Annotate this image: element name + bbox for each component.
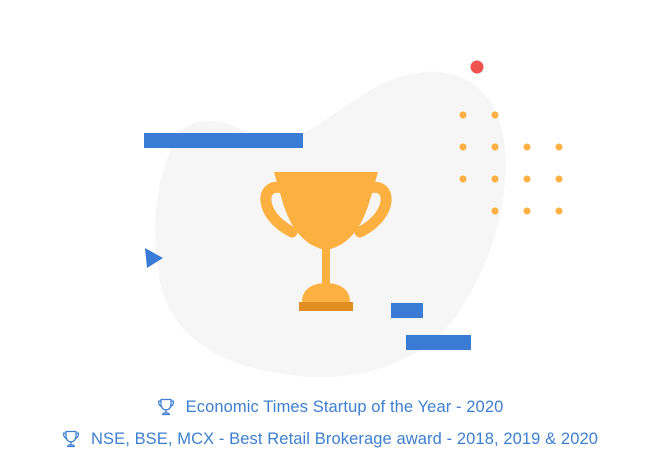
award-text: Economic Times Startup of the Year - 202… bbox=[185, 397, 504, 416]
award-item: Economic Times Startup of the Year - 202… bbox=[0, 394, 659, 420]
trophy-icon bbox=[260, 172, 392, 311]
award-item: NSE, BSE, MCX - Best Retail Brokerage aw… bbox=[0, 426, 659, 452]
blue-bar-small bbox=[391, 303, 423, 318]
dot-grid bbox=[459, 111, 563, 215]
blue-triangle bbox=[145, 248, 163, 268]
award-text: NSE, BSE, MCX - Best Retail Brokerage aw… bbox=[90, 429, 599, 448]
awards-illustration bbox=[144, 60, 563, 350]
red-dot bbox=[470, 60, 484, 74]
blue-bar-bottom bbox=[406, 335, 471, 350]
blue-bar-top bbox=[144, 133, 303, 148]
trophy-outline-icon bbox=[62, 430, 80, 448]
trophy-outline-icon bbox=[157, 398, 174, 416]
